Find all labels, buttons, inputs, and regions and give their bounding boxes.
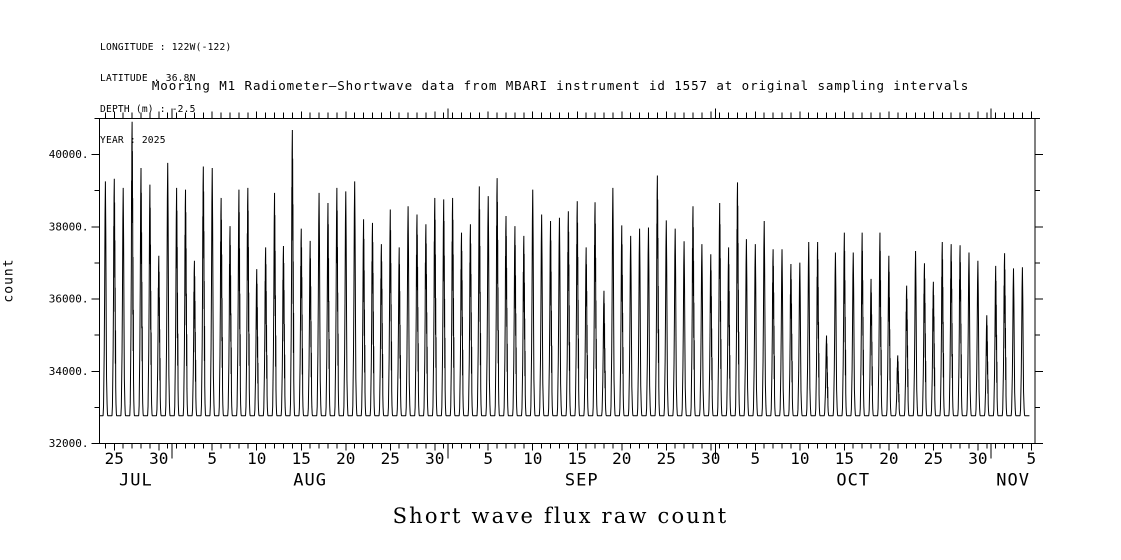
x-day-label: 25 bbox=[657, 449, 676, 468]
y-tick-label: 34000. bbox=[49, 365, 89, 378]
x-day-label: 30 bbox=[425, 449, 444, 468]
x-day-label: 25 bbox=[381, 449, 400, 468]
x-day-label: 15 bbox=[292, 449, 311, 468]
x-day-label: 20 bbox=[879, 449, 898, 468]
y-tick-label: 38000. bbox=[49, 220, 89, 233]
x-day-label: 5 bbox=[207, 449, 217, 468]
y-tick-label: 36000. bbox=[49, 293, 89, 306]
x-day-label: 30 bbox=[149, 449, 168, 468]
x-day-label: 10 bbox=[247, 449, 266, 468]
x-month-label: AUG bbox=[293, 471, 327, 491]
x-day-label: 5 bbox=[483, 449, 493, 468]
y-tick-label: 32000. bbox=[49, 437, 89, 450]
x-day-label: 5 bbox=[1026, 449, 1036, 468]
x-day-label: 15 bbox=[568, 449, 587, 468]
chart-title: Mooring M1 Radiometer–Shortwave data fro… bbox=[151, 78, 970, 93]
x-day-label: 30 bbox=[701, 449, 720, 468]
x-day-label: 15 bbox=[835, 449, 854, 468]
x-day-label: 25 bbox=[105, 449, 124, 468]
x-day-label: 10 bbox=[523, 449, 542, 468]
metadata-depth: DEPTH (m) : -2.5 bbox=[100, 104, 196, 116]
chart-caption: Short wave flux raw count bbox=[392, 504, 729, 528]
x-month-label: NOV bbox=[996, 471, 1030, 491]
x-day-label: 5 bbox=[750, 449, 760, 468]
x-day-label: 20 bbox=[336, 449, 355, 468]
x-day-label: 10 bbox=[790, 449, 809, 468]
y-tick-label: 40000. bbox=[49, 148, 89, 161]
plot-frame bbox=[99, 118, 1036, 444]
x-month-label: JUL bbox=[119, 471, 153, 491]
x-day-label: 25 bbox=[924, 449, 943, 468]
metadata-year: YEAR : 2025 bbox=[100, 135, 166, 147]
metadata-longitude: LONGITUDE : 122W(-122) bbox=[100, 41, 232, 53]
metadata-latitude: LATITUDE . 36.8N bbox=[100, 73, 196, 85]
x-month-label: OCT bbox=[836, 471, 870, 491]
x-month-label: SEP bbox=[565, 471, 599, 491]
metadata-block: LONGITUDE : 122W(-122) LATITUDE . 36.8N … bbox=[100, 22, 231, 168]
series-line bbox=[99, 121, 1030, 417]
x-day-label: 30 bbox=[968, 449, 987, 468]
x-day-label: 20 bbox=[612, 449, 631, 468]
